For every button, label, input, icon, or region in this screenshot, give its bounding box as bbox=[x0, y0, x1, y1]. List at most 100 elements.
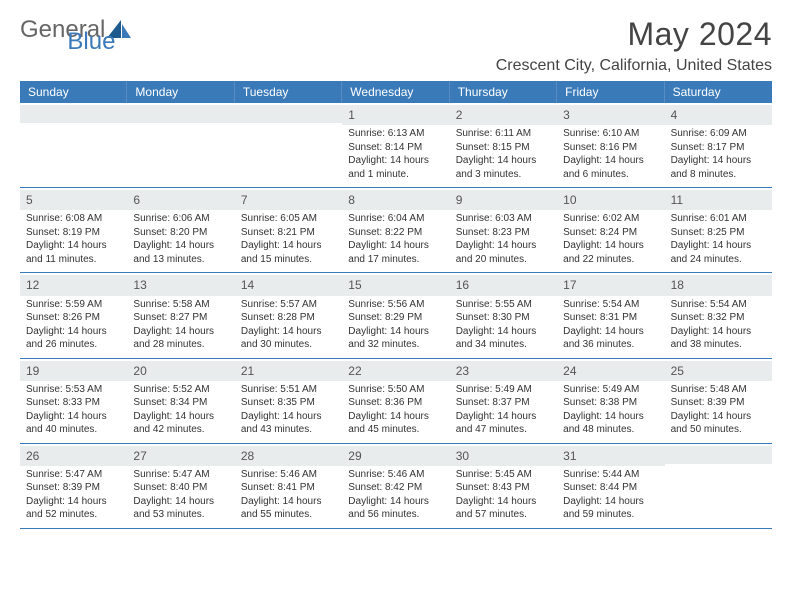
sunset-text: Sunset: 8:14 PM bbox=[348, 141, 443, 155]
daylight-text: Daylight: 14 hours and 52 minutes. bbox=[26, 495, 121, 522]
day-cell: 1Sunrise: 6:13 AMSunset: 8:14 PMDaylight… bbox=[342, 103, 449, 187]
daylight-text: Daylight: 14 hours and 1 minute. bbox=[348, 154, 443, 181]
daylight-text: Daylight: 14 hours and 40 minutes. bbox=[26, 410, 121, 437]
day-number: 27 bbox=[127, 446, 234, 466]
sunrise-text: Sunrise: 5:47 AM bbox=[26, 468, 121, 482]
sunset-text: Sunset: 8:22 PM bbox=[348, 226, 443, 240]
sunrise-text: Sunrise: 5:54 AM bbox=[671, 298, 766, 312]
sunrise-text: Sunrise: 5:49 AM bbox=[563, 383, 658, 397]
day-number: 29 bbox=[342, 446, 449, 466]
day-number: 16 bbox=[450, 275, 557, 295]
day-number: 6 bbox=[127, 190, 234, 210]
daylight-text: Daylight: 14 hours and 30 minutes. bbox=[241, 325, 336, 352]
daylight-text: Daylight: 14 hours and 45 minutes. bbox=[348, 410, 443, 437]
sunrise-text: Sunrise: 5:47 AM bbox=[133, 468, 228, 482]
sunset-text: Sunset: 8:21 PM bbox=[241, 226, 336, 240]
day-cell: 18Sunrise: 5:54 AMSunset: 8:32 PMDayligh… bbox=[665, 273, 772, 357]
daylight-text: Daylight: 14 hours and 42 minutes. bbox=[133, 410, 228, 437]
day-cell: 16 Sunrise: 5:55 AMSunset: 8:30 PMDayligh… bbox=[450, 273, 557, 357]
day-number: 21 bbox=[235, 361, 342, 381]
daylight-text: Daylight: 14 hours and 24 minutes. bbox=[671, 239, 766, 266]
weekday-sat: Saturday bbox=[665, 81, 772, 103]
daylight-text: Daylight: 14 hours and 47 minutes. bbox=[456, 410, 551, 437]
day-number: 20 bbox=[127, 361, 234, 381]
day-number: 30 bbox=[450, 446, 557, 466]
sunrise-text: Sunrise: 5:56 AM bbox=[348, 298, 443, 312]
day-cell: 7Sunrise: 6:05 AMSunset: 8:21 PMDaylight… bbox=[235, 188, 342, 272]
sunset-text: Sunset: 8:38 PM bbox=[563, 396, 658, 410]
day-number: 2 bbox=[450, 105, 557, 125]
day-cell: 23Sunrise: 5:49 AMSunset: 8:37 PMDayligh… bbox=[450, 359, 557, 443]
day-cell: 9 Sunrise: 6:03 AMSunset: 8:23 PMDaylight… bbox=[450, 188, 557, 272]
daylight-text: Daylight: 14 hours and 50 minutes. bbox=[671, 410, 766, 437]
weekday-tue: Tuesday bbox=[235, 81, 342, 103]
day-cell: 19Sunrise: 5:53 AMSunset: 8:33 PMDayligh… bbox=[20, 359, 127, 443]
daylight-text: Daylight: 14 hours and 8 minutes. bbox=[671, 154, 766, 181]
day-number: 31 bbox=[557, 446, 664, 466]
sunrise-text: Sunrise: 6:10 AM bbox=[563, 127, 658, 141]
sunset-text: Sunset: 8:39 PM bbox=[671, 396, 766, 410]
day-cell: 30Sunrise: 5:45 AMSunset: 8:43 PMDayligh… bbox=[450, 444, 557, 528]
daylight-text: Daylight: 14 hours and 20 minutes. bbox=[456, 239, 551, 266]
sunrise-text: Sunrise: 5:58 AM bbox=[133, 298, 228, 312]
daylight-text: Daylight: 14 hours and 48 minutes. bbox=[563, 410, 658, 437]
sunrise-text: Sunrise: 5:57 AM bbox=[241, 298, 336, 312]
sunset-text: Sunset: 8:42 PM bbox=[348, 481, 443, 495]
weekday-fri: Friday bbox=[557, 81, 664, 103]
sunrise-text: Sunrise: 5:55 AM bbox=[456, 298, 551, 312]
sunset-text: Sunset: 8:28 PM bbox=[241, 311, 336, 325]
day-cell: 27Sunrise: 5:47 AMSunset: 8:40 PMDayligh… bbox=[127, 444, 234, 528]
day-number: 11 bbox=[665, 190, 772, 210]
sunset-text: Sunset: 8:33 PM bbox=[26, 396, 121, 410]
daylight-text: Daylight: 14 hours and 59 minutes. bbox=[563, 495, 658, 522]
week-row: 1Sunrise: 6:13 AMSunset: 8:14 PMDaylight… bbox=[20, 103, 772, 188]
brand-part2: Blue bbox=[67, 28, 115, 55]
daylight-text: Daylight: 14 hours and 15 minutes. bbox=[241, 239, 336, 266]
day-number: 28 bbox=[235, 446, 342, 466]
daylight-text: Daylight: 14 hours and 11 minutes. bbox=[26, 239, 121, 266]
sunset-text: Sunset: 8:43 PM bbox=[456, 481, 551, 495]
sunset-text: Sunset: 8:32 PM bbox=[671, 311, 766, 325]
day-number: 9 bbox=[450, 190, 557, 210]
day-number: 13 bbox=[127, 275, 234, 295]
calendar: Sunday Monday Tuesday Wednesday Thursday… bbox=[20, 81, 772, 529]
header: General Blue May 2024 bbox=[20, 16, 772, 53]
weekday-header: Sunday Monday Tuesday Wednesday Thursday… bbox=[20, 81, 772, 103]
day-cell: 6Sunrise: 6:06 AMSunset: 8:20 PMDaylight… bbox=[127, 188, 234, 272]
day-cell: 29Sunrise: 5:46 AMSunset: 8:42 PMDayligh… bbox=[342, 444, 449, 528]
day-cell: 12Sunrise: 5:59 AMSunset: 8:26 PMDayligh… bbox=[20, 273, 127, 357]
sunrise-text: Sunrise: 6:03 AM bbox=[456, 212, 551, 226]
daylight-text: Daylight: 14 hours and 43 minutes. bbox=[241, 410, 336, 437]
day-cell: 28Sunrise: 5:46 AMSunset: 8:41 PMDayligh… bbox=[235, 444, 342, 528]
sunset-text: Sunset: 8:17 PM bbox=[671, 141, 766, 155]
day-number: 3 bbox=[557, 105, 664, 125]
title-block: May 2024 bbox=[627, 16, 772, 53]
sunrise-text: Sunrise: 6:01 AM bbox=[671, 212, 766, 226]
sunrise-text: Sunrise: 5:46 AM bbox=[241, 468, 336, 482]
day-cell: 3Sunrise: 6:10 AMSunset: 8:16 PMDaylight… bbox=[557, 103, 664, 187]
day-cell: 11Sunrise: 6:01 AMSunset: 8:25 PMDayligh… bbox=[665, 188, 772, 272]
day-cell bbox=[235, 103, 342, 187]
day-number bbox=[235, 105, 342, 123]
daylight-text: Daylight: 14 hours and 36 minutes. bbox=[563, 325, 658, 352]
sunset-text: Sunset: 8:24 PM bbox=[563, 226, 658, 240]
week-row: 5Sunrise: 6:08 AMSunset: 8:19 PMDaylight… bbox=[20, 188, 772, 273]
day-number: 5 bbox=[20, 190, 127, 210]
brand-logo: General Blue bbox=[20, 16, 181, 44]
day-number: 15 bbox=[342, 275, 449, 295]
weekday-wed: Wednesday bbox=[342, 81, 449, 103]
sunset-text: Sunset: 8:23 PM bbox=[456, 226, 551, 240]
weekday-sun: Sunday bbox=[20, 81, 127, 103]
sunrise-text: Sunrise: 5:46 AM bbox=[348, 468, 443, 482]
sunset-text: Sunset: 8:34 PM bbox=[133, 396, 228, 410]
day-cell: 2Sunrise: 6:11 AMSunset: 8:15 PMDaylight… bbox=[450, 103, 557, 187]
day-cell: 24Sunrise: 5:49 AMSunset: 8:38 PMDayligh… bbox=[557, 359, 664, 443]
week-row: 12Sunrise: 5:59 AMSunset: 8:26 PMDayligh… bbox=[20, 273, 772, 358]
sunset-text: Sunset: 8:30 PM bbox=[456, 311, 551, 325]
day-cell: 13Sunrise: 5:58 AMSunset: 8:27 PMDayligh… bbox=[127, 273, 234, 357]
sunset-text: Sunset: 8:26 PM bbox=[26, 311, 121, 325]
weeks-container: 1Sunrise: 6:13 AMSunset: 8:14 PMDaylight… bbox=[20, 103, 772, 529]
daylight-text: Daylight: 14 hours and 34 minutes. bbox=[456, 325, 551, 352]
daylight-text: Daylight: 14 hours and 53 minutes. bbox=[133, 495, 228, 522]
sunset-text: Sunset: 8:36 PM bbox=[348, 396, 443, 410]
